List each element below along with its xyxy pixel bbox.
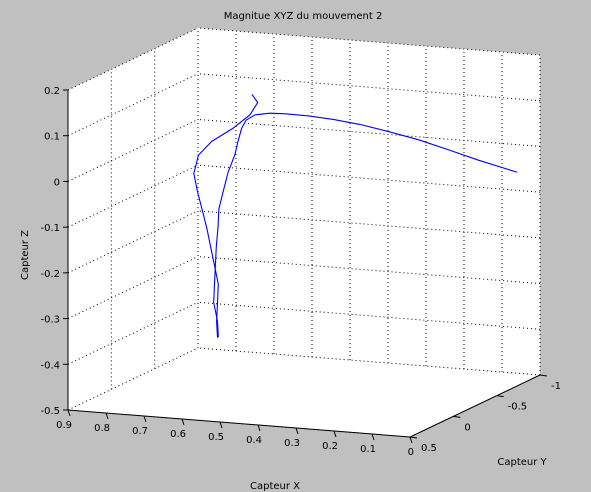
y-tick-label: 0.5 [421, 443, 437, 454]
z-tick-label: -0.4 [40, 360, 60, 371]
left-gridline [67, 256, 199, 320]
y-tick-mark [453, 415, 461, 418]
z-tick-label: -0.5 [40, 406, 60, 417]
x-tick-label: 0.9 [56, 420, 72, 431]
x-tick-label: 0.1 [360, 444, 376, 455]
axes [67, 90, 541, 438]
x-axis-label: Capteur X [250, 481, 300, 492]
x-tick-label: 0 [408, 447, 414, 458]
z-axis-label: Capteur Z [20, 230, 31, 280]
x-tick-mark [295, 427, 299, 435]
x-tick-mark [105, 412, 109, 420]
left-gridline [67, 27, 199, 91]
y-axis-line [409, 374, 541, 438]
x-tick-mark [257, 424, 261, 432]
series-line-1 [213, 112, 518, 338]
x-axis-line [67, 409, 411, 438]
y-tick-label: 0 [464, 422, 470, 433]
left-gridline [67, 301, 199, 365]
y-tick-label: -1 [551, 381, 561, 392]
left-gridline [67, 347, 199, 411]
x-tick-mark [333, 430, 337, 438]
series-lines [193, 94, 518, 338]
back-wall-grid [68, 27, 541, 437]
y-tick-label: -0.5 [508, 402, 528, 413]
x-tick-label: 0.5 [208, 432, 224, 443]
x-tick-mark [409, 436, 413, 444]
x-tick-mark [67, 409, 71, 417]
x-tick-labels: 0.9 0.8 0.7 0.6 0.5 0.4 0.3 0.2 0.1 0 [56, 409, 414, 458]
z-tick-label: -0.3 [40, 315, 60, 326]
x-tick-label: 0.8 [94, 423, 110, 434]
left-gridline [67, 73, 199, 137]
z-tick-label: -0.1 [40, 223, 60, 234]
y-axis-label: Capteur Y [497, 457, 547, 468]
y-tick-mark [539, 374, 548, 377]
z-tick-label: 0.1 [44, 132, 60, 143]
z-tick-label: 0.2 [44, 86, 60, 97]
left-gridline [67, 210, 199, 274]
x-tick-mark [181, 418, 185, 426]
x-tick-mark [219, 421, 223, 429]
x-tick-mark [371, 433, 375, 441]
x-tick-label: 0.2 [322, 441, 338, 452]
x-tick-mark [143, 415, 147, 423]
z-tick-labels: 0.2 0.1 0 -0.1 -0.2 -0.3 -0.4 -0.5 [40, 86, 68, 417]
left-gridline [67, 118, 199, 182]
x-tick-label: 0.3 [284, 438, 300, 449]
y-tick-mark [496, 395, 504, 398]
z-tick-label: 0 [54, 177, 60, 188]
x-tick-label: 0.6 [170, 429, 186, 440]
y-tick-mark [409, 436, 418, 439]
x-tick-label: 0.7 [132, 426, 148, 437]
left-gridline [67, 164, 199, 228]
series-line-2 [193, 94, 259, 338]
x-tick-label: 0.4 [246, 435, 262, 446]
chart-title: Magnitue XYZ du mouvement 2 [224, 11, 383, 22]
z-tick-label: -0.2 [40, 269, 60, 280]
y-tick-labels: -1 -0.5 0 0.5 [409, 374, 561, 454]
